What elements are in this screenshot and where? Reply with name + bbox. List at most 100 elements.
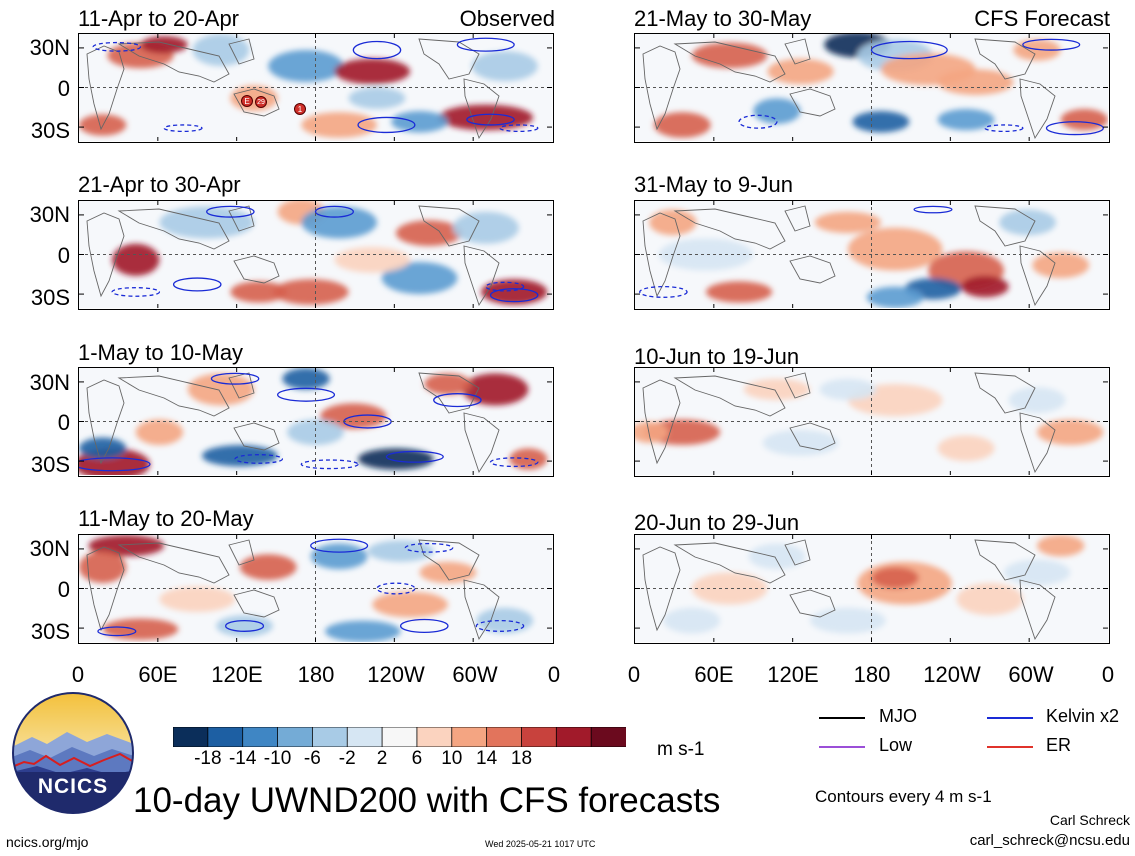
coastline	[233, 255, 280, 284]
wind-anomaly-patch	[1003, 559, 1071, 586]
wind-anomaly-patch	[367, 540, 434, 562]
lat-label-30s: 30S	[30, 118, 70, 143]
wind-anomaly-patch	[810, 607, 886, 634]
credit-url: ncics.org/mjo	[6, 834, 89, 850]
wave-contour	[206, 205, 255, 218]
wave-contour	[475, 619, 525, 632]
lon-label-60w: 60W	[452, 662, 498, 687]
wind-anomaly-patch	[852, 111, 910, 133]
wind-anomaly-patch	[471, 51, 538, 82]
wave-contour	[1045, 121, 1104, 136]
colorbar-units: m s-1	[657, 739, 705, 760]
wind-anomaly-patch	[452, 211, 519, 244]
colorbar-label: -10	[263, 748, 292, 769]
wind-anomaly-patch	[814, 211, 881, 234]
wind-anomaly-patch	[1037, 535, 1085, 557]
panel-date-forecast-3: 10-Jun to 19-Jun	[634, 344, 800, 369]
wind-anomaly-patch	[691, 42, 768, 69]
wind-anomaly-patch	[391, 111, 448, 133]
wind-anomaly-patch	[871, 567, 919, 589]
coastline	[784, 38, 811, 65]
wind-anomaly-patch	[79, 437, 127, 459]
panel-date-forecast-1: 21-May to 30-May	[634, 6, 812, 31]
lat-label-30s: 30S	[30, 285, 70, 310]
colorbar-swatch	[451, 726, 488, 748]
coastline	[86, 379, 125, 465]
lat-label-0: 0	[57, 577, 70, 602]
wind-anomaly-patch	[135, 419, 184, 446]
wave-contour	[385, 450, 444, 463]
coastline	[974, 205, 1036, 247]
wave-contour	[489, 457, 539, 468]
wind-anomaly-patch	[272, 279, 349, 305]
wave-contour	[1022, 38, 1081, 51]
wind-anomaly-patch	[140, 36, 188, 54]
lon-label-60w: 60W	[1008, 662, 1054, 687]
wind-anomaly-patch	[381, 261, 458, 295]
wave-contour	[79, 457, 151, 472]
forecast-column-title: CFS Forecast	[974, 6, 1110, 31]
panel-date-observed-1: 11-Apr to 20-Apr	[78, 6, 240, 31]
coastline	[784, 539, 811, 566]
wave-contour	[210, 372, 260, 385]
coastline	[673, 542, 786, 584]
storm-marker-e: E	[241, 95, 253, 107]
observed-column-title: Observed	[459, 6, 555, 31]
coastline	[642, 212, 681, 298]
coastline	[642, 379, 681, 465]
forecast-map-panel-1	[634, 33, 1110, 143]
coastline	[117, 41, 230, 83]
wind-anomaly-patch	[358, 448, 434, 470]
wind-anomaly-patch	[999, 209, 1056, 236]
colorbar-label: -14	[228, 748, 257, 769]
wind-anomaly-patch	[1013, 39, 1061, 61]
wind-anomaly-patch	[956, 583, 1023, 616]
wave-contour	[404, 542, 454, 553]
wind-anomaly-patch	[691, 572, 768, 605]
colorbar-swatch	[486, 726, 523, 748]
wind-anomaly-patch	[635, 421, 669, 443]
wind-anomaly-patch	[79, 551, 127, 584]
wave-contour	[984, 124, 1024, 133]
coastline	[1019, 579, 1056, 641]
coastline	[117, 542, 230, 584]
lat-label-30n: 30N	[29, 202, 70, 227]
wave-contour	[738, 114, 778, 129]
wind-anomaly-patch	[753, 98, 801, 124]
lat-label-0: 0	[57, 410, 70, 435]
lon-label-60e: 60E	[138, 662, 178, 687]
observed-map-panel-2	[78, 200, 554, 310]
wind-anomaly-patch	[239, 554, 297, 580]
lat-label-30n: 30N	[29, 35, 70, 60]
coastline	[789, 422, 836, 451]
coastline	[642, 546, 681, 632]
wind-anomaly-patch	[230, 281, 288, 303]
wind-anomaly-patch	[1032, 252, 1090, 279]
wave-contour	[111, 287, 161, 297]
wave-contour	[357, 116, 416, 134]
wind-anomaly-patch	[937, 435, 995, 462]
coastline	[789, 88, 836, 117]
wind-anomaly-patch	[159, 586, 236, 613]
coastline	[673, 208, 786, 250]
wave-contour	[97, 626, 137, 637]
colorbar-swatch	[172, 726, 209, 748]
panel-date-observed-2: 21-Apr to 30-Apr	[78, 172, 241, 197]
wind-anomaly-patch	[187, 373, 255, 406]
wind-anomaly-patch	[419, 561, 477, 584]
credit-timestamp: Wed 2025-05-21 1017 UTC	[485, 839, 596, 849]
wind-anomaly-patch	[192, 34, 250, 67]
panel-date-forecast-4: 20-Jun to 29-Jun	[634, 510, 800, 535]
colorbar-swatch	[242, 726, 279, 748]
coastline	[784, 205, 811, 232]
wind-anomaly-patch	[663, 607, 721, 634]
wind-anomaly-patch	[301, 206, 377, 239]
lon-label-120e: 120E	[211, 662, 263, 687]
coastline	[1019, 245, 1056, 307]
legend-label-er: ER	[1046, 735, 1072, 755]
wave-contour	[913, 205, 953, 214]
wind-anomaly-patch	[88, 535, 165, 557]
colorbar-label: 18	[510, 748, 533, 769]
wind-anomaly-patch	[847, 227, 943, 271]
logo-text: NCICS	[37, 775, 109, 798]
